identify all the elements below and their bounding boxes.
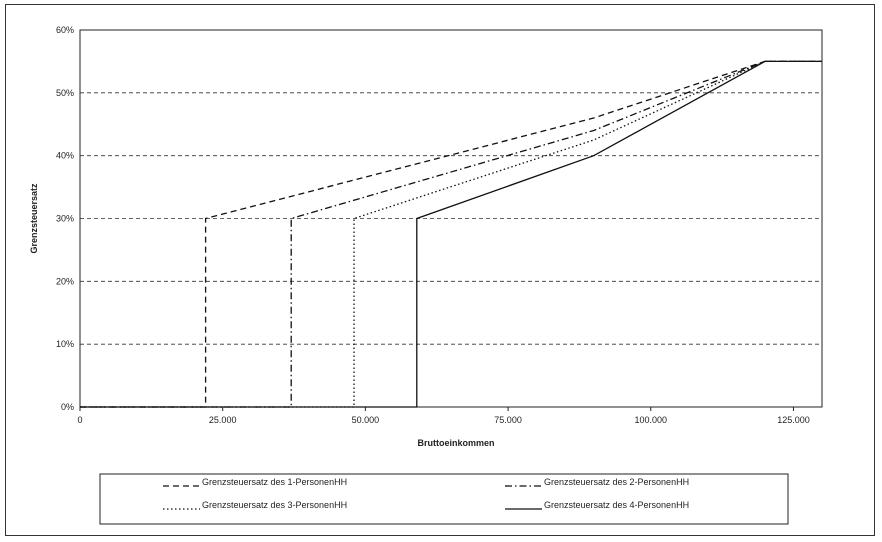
- y-tick-label: 0%: [61, 402, 74, 412]
- y-tick-label: 60%: [56, 25, 74, 35]
- x-tick-label: 75.000: [494, 415, 522, 425]
- series-line-1: [80, 60, 822, 408]
- y-tick-label: 40%: [56, 151, 74, 161]
- series-line-2: [80, 60, 822, 408]
- legend: Grenzsteuersatz des 1-PersonenHH Grenzste…: [99, 473, 789, 525]
- x-axis-title: Bruttoeinkommen: [417, 438, 494, 448]
- series-line-3: [80, 60, 822, 408]
- x-tick-label: 25.000: [209, 415, 237, 425]
- x-tick-label: 0: [77, 415, 82, 425]
- y-tick-label: 20%: [56, 276, 74, 286]
- plot-area-border: [79, 29, 823, 408]
- x-tick-labels: 0 25.000 50.000 75.000 100.000 125.000: [77, 407, 810, 425]
- y-tick-label: 10%: [56, 339, 74, 349]
- y-tick-labels: 0% 10% 20% 30% 40% 50% 60%: [56, 25, 74, 412]
- x-tick-label: 125.000: [777, 415, 810, 425]
- x-tick-label: 50.000: [352, 415, 380, 425]
- axes-layer: [79, 29, 823, 408]
- y-tick-label: 30%: [56, 214, 74, 224]
- series-layer: [80, 60, 822, 408]
- legend-label-1: Grenzsteuersatz des 1-PersonenHH: [202, 477, 347, 487]
- legend-label-4: Grenzsteuersatz des 4-PersonenHH: [544, 500, 689, 510]
- legend-box: [99, 473, 789, 525]
- legend-label-3: Grenzsteuersatz des 3-PersonenHH: [202, 500, 347, 510]
- grid-layer: [80, 92, 822, 345]
- x-tick-label: 100.000: [634, 415, 667, 425]
- y-tick-label: 50%: [56, 88, 74, 98]
- series-line-4: [80, 60, 822, 408]
- y-axis-title: Grenzsteuersatz: [29, 183, 39, 254]
- legend-items: Grenzsteuersatz des 1-PersonenHH Grenzste…: [163, 477, 689, 510]
- legend-label-2: Grenzsteuersatz des 2-PersonenHH: [544, 477, 689, 487]
